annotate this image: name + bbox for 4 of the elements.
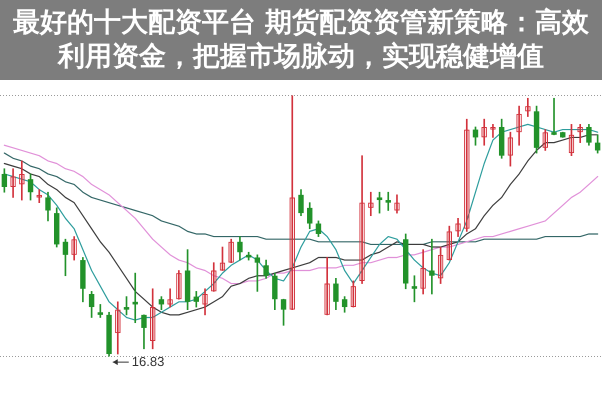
annotation: 16.83 <box>132 354 164 370</box>
candlestick <box>551 98 557 136</box>
chart-title: 最好的十大配资平台 期货配资资管新策略：高效利用资金，把握市场脉动，实现稳健增值 <box>0 0 602 80</box>
candlestick <box>412 275 418 302</box>
